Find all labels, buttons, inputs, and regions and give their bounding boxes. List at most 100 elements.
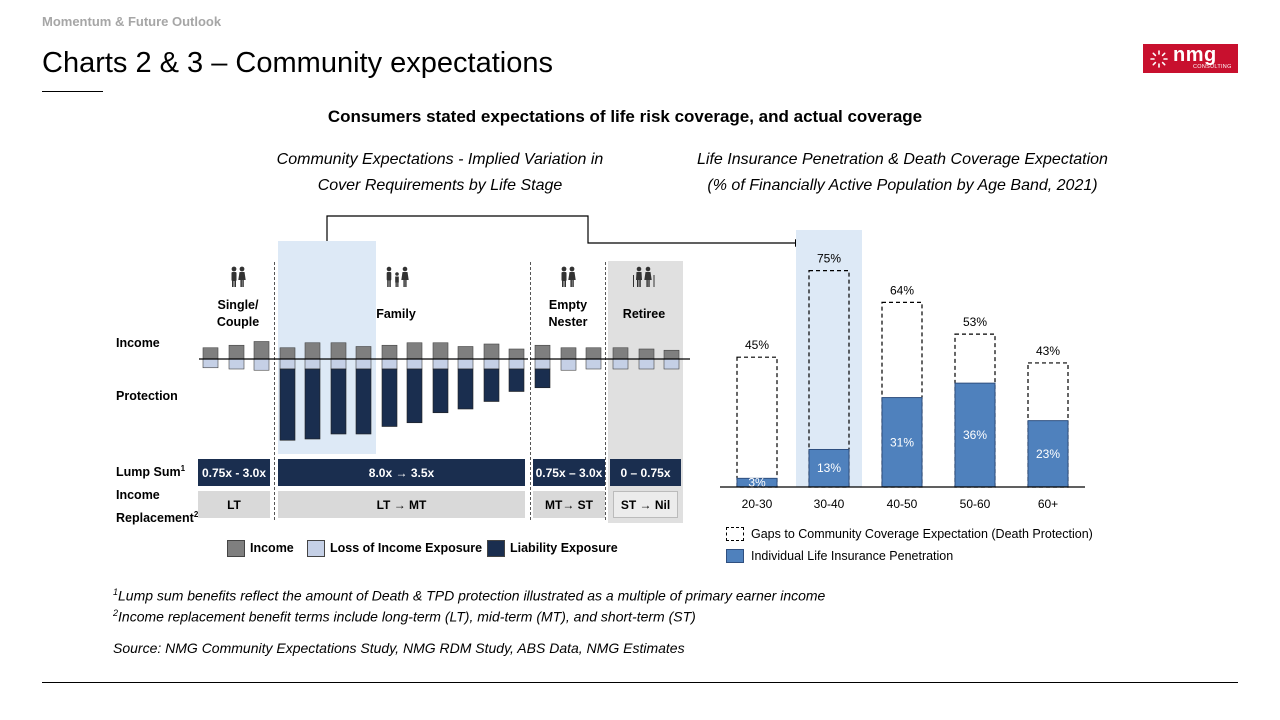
income-bar (638, 348, 655, 360)
income-bar (304, 342, 321, 360)
legend-swatch-penetration (726, 549, 744, 563)
gap-bar (736, 356, 778, 488)
page-title: Charts 2 & 3 – Community expectations (42, 47, 553, 79)
liability-bar (406, 368, 423, 424)
penetration-bar (1027, 420, 1069, 488)
income-bar (457, 346, 474, 360)
bottom-rule (42, 682, 1238, 683)
right-panel-title-line2: (% of Financially Active Population by A… (707, 177, 1098, 194)
income-bar (483, 343, 500, 360)
footnote-sup: 2 (113, 608, 119, 618)
loss-of-income-bar (585, 358, 602, 370)
income-bar (406, 342, 423, 360)
row-label-protection: Protection (116, 389, 178, 403)
gap-value-label: 64% (890, 283, 914, 297)
right-panel-title-line1: Life Insurance Penetration & Death Cover… (697, 151, 1108, 168)
logo-subtext: CONSULTING (1193, 64, 1232, 70)
income-rep-family: LT → MT (278, 491, 525, 518)
gap-value-label: 53% (963, 315, 987, 329)
row-label-income: Income (116, 336, 160, 350)
logo-burst-icon (1150, 50, 1168, 68)
loss-of-income-bar (330, 358, 347, 370)
income-bar (508, 348, 525, 360)
liability-bar (432, 368, 449, 414)
loss-of-income-bar (355, 358, 372, 370)
income-rep-empty-nester: MT→ ST (533, 491, 605, 518)
income-bar (534, 344, 551, 360)
stage-single-couple: Single/ Couple (203, 297, 273, 331)
penetration-value-label: 3% (748, 476, 766, 490)
loss-of-income-bar (304, 358, 321, 370)
loss-of-income-bar (432, 358, 449, 370)
left-panel-title-line2: Cover Requirements by Life Stage (317, 177, 563, 194)
row-label-lump-sum: Lump Sum1 (116, 464, 185, 479)
loss-of-income-bar (381, 358, 398, 370)
legend-label-loss: Loss of Income Exposure (330, 541, 483, 555)
legend-label-income: Income (250, 541, 294, 555)
lump-sum-text: Lump Sum (116, 465, 181, 480)
gap-value-label: 43% (1036, 344, 1060, 358)
legend-label-gap: Gaps to Community Coverage Expectation (… (751, 527, 1093, 541)
gap-value-label: 45% (745, 338, 769, 352)
gap-value-label: 75% (817, 252, 841, 266)
lump-sum-family: 8.0x → 3.5x (278, 459, 525, 486)
stage-label-line2: Nester (548, 315, 588, 329)
legend-swatch-income (227, 540, 245, 557)
loss-of-income-bar (457, 358, 474, 370)
liability-bar (304, 368, 321, 440)
stage-family: Family (376, 307, 416, 321)
income-bar (663, 349, 680, 360)
loss-of-income-bar (560, 358, 577, 371)
couple-icon (561, 266, 576, 287)
income-bar (279, 347, 296, 360)
penetration-value-label: 36% (963, 428, 987, 442)
income-bar (253, 341, 270, 360)
loss-of-income-bar (279, 358, 296, 370)
footnote-marker: 2 (193, 510, 199, 519)
chart-subheading: Consumers stated expectations of life ri… (327, 107, 923, 126)
income-bar (612, 347, 629, 360)
stage-divider (530, 262, 531, 520)
income-rep-line2: Replacement (116, 511, 194, 526)
liability-bar (483, 368, 500, 402)
liability-bar (508, 368, 525, 392)
income-bar (381, 344, 398, 360)
penetration-bar (881, 397, 923, 488)
legend-swatch-gap (726, 527, 744, 541)
stage-divider (605, 262, 606, 520)
category-label: 60+ (1038, 497, 1058, 511)
loss-of-income-bar (612, 358, 629, 370)
income-bar (202, 347, 219, 360)
category-label: 30-40 (814, 497, 845, 511)
nmg-logo: nmg CONSULTING (1143, 44, 1238, 73)
penetration-value-label: 23% (1036, 447, 1060, 461)
loss-of-income-bar (663, 358, 680, 370)
income-bar (560, 347, 577, 360)
penetration-chart: 45% 3% 20-30 75% 13% 30-40 64% 31% 40-50 53% 36% 50… (720, 230, 1085, 511)
section-label: Momentum & Future Outlook (42, 14, 222, 29)
stage-label-line1: Single/ (217, 298, 259, 312)
loss-of-income-bar (202, 358, 219, 369)
stage-empty-nester: Empty Nester (533, 297, 603, 331)
legend-label-liability: Liability Exposure (510, 541, 618, 555)
row-label-income-replacement: Income Replacement2 (116, 486, 198, 528)
left-panel-title-line1: Community Expectations - Implied Variati… (276, 151, 604, 168)
footnote-2-text: Income replacement benefit terms include… (118, 608, 696, 625)
highlight-band (796, 230, 862, 487)
lump-sum-empty-nester: 0.75x – 3.0x (533, 459, 605, 486)
liability-bar (457, 368, 474, 410)
logo-wordmark: nmg (1173, 44, 1217, 66)
penetration-value-label: 13% (817, 461, 841, 475)
stage-label-line1: Empty (548, 298, 588, 312)
income-rep-single: LT (198, 491, 270, 518)
right-panel-title: Life Insurance Penetration & Death Cover… (660, 147, 1145, 199)
loss-of-income-bar (228, 358, 245, 370)
loss-of-income-bar (483, 358, 500, 370)
couple-icon (231, 266, 246, 287)
stage-retiree: Retiree (622, 307, 666, 321)
source-note: Source: NMG Community Expectations Study… (113, 640, 685, 656)
loss-of-income-bar (253, 358, 270, 371)
income-bar (432, 342, 449, 360)
family-icon (386, 266, 409, 287)
liability-bar (355, 368, 372, 435)
